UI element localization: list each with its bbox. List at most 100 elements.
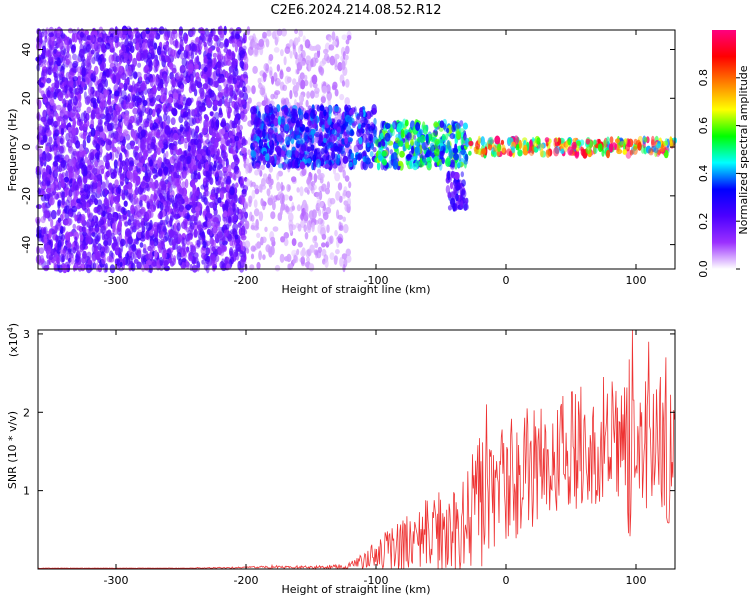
spectral-cell (218, 156, 223, 165)
spectral-cell (159, 219, 164, 226)
spectral-cell (196, 153, 202, 161)
spectral-cell (328, 36, 332, 43)
spectral-cell (345, 39, 350, 45)
spectral-cell (134, 145, 140, 151)
spectral-cell (168, 230, 175, 238)
spectral-cell (306, 91, 311, 99)
spectral-cell (48, 118, 52, 125)
spectral-cell (158, 168, 163, 176)
spectral-cell (225, 60, 232, 66)
spectral-cell (212, 52, 218, 58)
spectral-cell (147, 38, 151, 48)
spectral-cell (273, 47, 280, 53)
spectral-cell (216, 186, 221, 194)
spectral-cell (92, 167, 98, 175)
spectral-cell (185, 44, 191, 52)
spectral-cell (270, 211, 276, 220)
spectral-cell (82, 139, 87, 149)
spectral-cell (142, 99, 148, 107)
spectral-cell (316, 168, 322, 175)
spectral-cell (207, 120, 212, 128)
spectral-cell (64, 253, 69, 260)
spectral-cell (280, 236, 286, 243)
spectral-cell (112, 74, 117, 85)
spectral-cell (131, 243, 137, 252)
spectral-cell (226, 164, 232, 173)
spectral-cell (124, 221, 129, 227)
spectral-cell (273, 107, 278, 114)
spectral-cell (40, 116, 47, 123)
spectral-cell (235, 238, 240, 245)
spectral-cell (114, 247, 120, 256)
spectral-cell (84, 30, 90, 36)
spectral-cell (310, 110, 314, 118)
spectral-cell (220, 181, 225, 188)
spectral-cell (250, 150, 257, 158)
spectral-cell (212, 226, 217, 236)
spectral-cell (127, 93, 131, 102)
spectral-cell (218, 109, 223, 116)
spectral-cell (217, 246, 223, 256)
spectral-cell (405, 142, 410, 149)
spectral-cell (306, 256, 310, 263)
spectral-cell (44, 35, 48, 43)
spectral-cell (337, 147, 341, 155)
spectral-cell (224, 70, 229, 79)
spectral-cell (327, 141, 334, 149)
spectral-cell (294, 161, 298, 168)
spectral-cell (181, 181, 187, 189)
spectral-cell (179, 124, 184, 132)
spectral-cell (252, 140, 259, 148)
spectral-cell (217, 84, 222, 92)
spectral-cell (297, 36, 301, 43)
spectral-cell (54, 124, 58, 134)
spectral-cell (274, 145, 281, 153)
spectral-cell (228, 84, 234, 93)
spectral-cell (369, 110, 374, 117)
spectral-cell (197, 171, 201, 180)
spectral-cell (364, 123, 369, 132)
spectral-cell (94, 46, 100, 54)
spectral-cell (277, 163, 284, 169)
spectral-cell (139, 242, 144, 248)
spectral-cell (244, 176, 248, 182)
spectral-cell (182, 170, 187, 178)
spectral-cell (296, 68, 300, 75)
spectral-cell (308, 210, 315, 220)
spectral-cell (128, 194, 132, 201)
spectral-cell (235, 182, 239, 188)
spectral-cell (68, 99, 72, 106)
spectral-cell (185, 260, 189, 266)
spectral-cell (156, 28, 162, 37)
spectral-cell (270, 123, 275, 131)
spectral-cell (232, 154, 239, 161)
spectral-cell (239, 79, 243, 88)
spectral-cell (129, 115, 135, 124)
spectral-cell (206, 97, 211, 107)
spectral-cell (180, 94, 184, 103)
spectral-cell (38, 247, 45, 254)
spectral-cell (244, 77, 249, 85)
spectral-cell (358, 152, 363, 160)
spectral-cell (120, 238, 126, 247)
spectral-cell (117, 205, 123, 212)
spectral-cell (118, 132, 124, 142)
spectral-cell (55, 255, 60, 265)
spectral-cell (242, 71, 248, 79)
spectral-cell (69, 61, 73, 70)
spectral-cell (292, 78, 297, 86)
spectral-cell (199, 39, 203, 50)
spectral-cell (281, 144, 287, 151)
spectral-cell (246, 26, 251, 36)
spectral-cell (82, 250, 87, 259)
spectral-cell (83, 175, 88, 184)
spectral-cell (137, 62, 142, 68)
spectral-cell (47, 66, 53, 76)
spectral-cell (78, 101, 82, 108)
spectral-cell (250, 106, 257, 115)
spectral-cell (178, 148, 183, 155)
spectral-cell (244, 85, 251, 94)
spectral-cell (344, 136, 349, 145)
spectral-cell (72, 247, 77, 254)
spectral-cell (250, 245, 256, 252)
